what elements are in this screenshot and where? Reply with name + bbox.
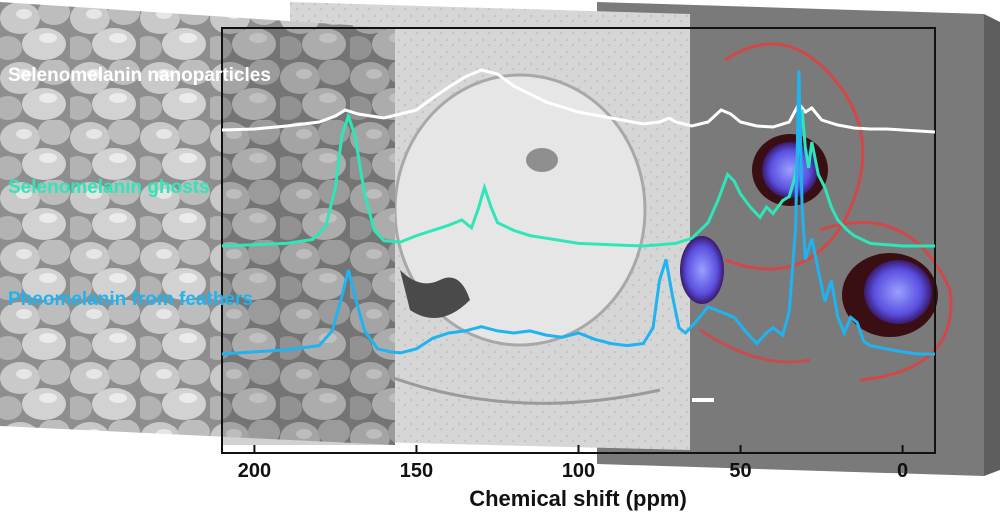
series-lines (222, 68, 935, 356)
series-label-pheomelanin: Pheomelanin from feathers (8, 289, 253, 310)
series-label-nanoparticles: Selenomelanin nanoparticles (8, 65, 271, 86)
x-axis-title: Chemical shift (ppm) (469, 486, 687, 511)
scale-bar (692, 398, 714, 402)
sem-panel (0, 2, 395, 445)
nucleus (864, 260, 932, 324)
x-tick-label: 100 (562, 460, 595, 482)
fluorescence-cells (680, 42, 953, 402)
series-label-ghosts: Selenomelanin ghosts (8, 177, 210, 198)
background-panels (0, 2, 1000, 476)
nucleus (680, 236, 724, 304)
series-line-ghosts (222, 109, 935, 248)
red-stain (819, 221, 953, 382)
x-tick-label: 200 (238, 460, 271, 482)
plot-overlay-shade (222, 28, 395, 445)
tem-nucleolus (526, 148, 558, 172)
tem-organelles (400, 270, 470, 318)
x-axis-ticks: 200 150 100 50 0 (238, 445, 908, 482)
fluorescence-panel (597, 2, 984, 476)
x-tick-label: 150 (400, 460, 433, 482)
x-tick-label: 50 (729, 460, 751, 482)
x-tick-label: 0 (897, 460, 908, 482)
series-line-nanoparticles (222, 68, 935, 134)
red-stain (699, 328, 811, 364)
series-line-pheomelanin (222, 70, 935, 356)
fluorescence-panel-edge (984, 14, 1000, 476)
nucleus (762, 142, 818, 198)
